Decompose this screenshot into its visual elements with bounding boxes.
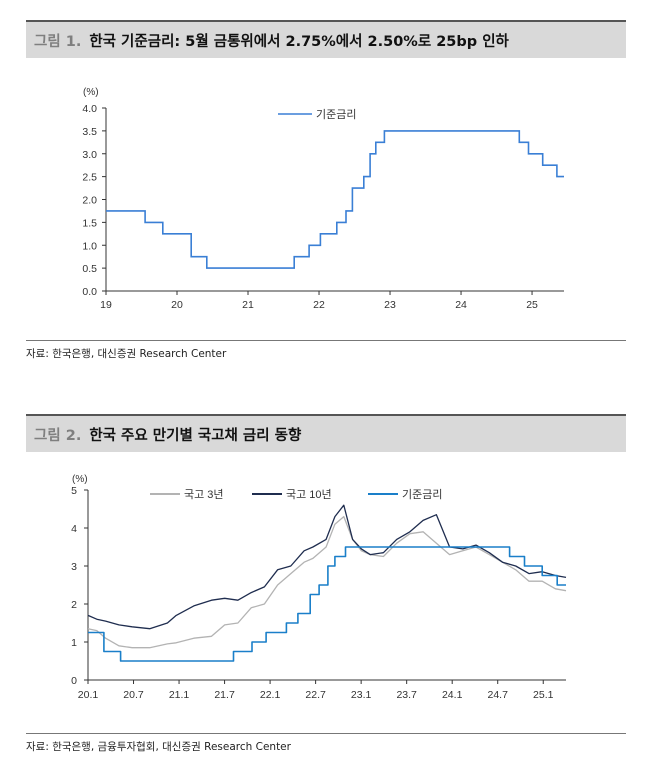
y-tick-label: 2 <box>71 599 77 611</box>
y-unit-label: (%) <box>72 474 88 485</box>
x-tick-label: 21.7 <box>214 689 235 701</box>
y-tick-label: 3 <box>71 561 77 573</box>
x-tick-label: 24.1 <box>442 689 463 701</box>
figure2-source: 자료: 한국은행, 금융투자협회, 대신증권 Research Center <box>26 733 626 757</box>
legend-base-rate-label: 기준금리 <box>316 108 356 121</box>
bond-10y-line <box>87 504 567 630</box>
y-tick-label: 1 <box>71 637 77 649</box>
base-rate-line <box>88 546 566 662</box>
x-tick-label: 20.1 <box>78 689 99 701</box>
y-tick-label: 1.5 <box>82 217 97 229</box>
y-tick-label: 4 <box>71 523 77 535</box>
x-tick-label: 22.7 <box>305 689 326 701</box>
y-tick-label: 0 <box>71 675 77 687</box>
legend-bond-10y-label: 국고 10년 <box>286 488 332 501</box>
x-tick-label: 20.7 <box>123 689 144 701</box>
legend-bond-3y-label: 국고 3년 <box>184 488 224 501</box>
figure1-source: 자료: 한국은행, 대신증권 Research Center <box>26 340 626 360</box>
figure1-title-bar: 그림 1. 한국 기준금리: 5월 금통위에서 2.75%에서 2.50%로 2… <box>26 20 626 58</box>
base-rate-line <box>106 130 564 269</box>
y-tick-label: 1.0 <box>82 240 97 252</box>
figure2-title-bar: 그림 2. 한국 주요 만기별 국고채 금리 동향 <box>26 414 626 452</box>
y-tick-label: 0.5 <box>82 263 97 275</box>
y-tick-label: 4.0 <box>82 103 97 115</box>
x-tick-label: 20 <box>171 299 183 311</box>
x-tick-label: 24 <box>455 299 467 311</box>
y-unit-label: (%) <box>83 87 99 98</box>
x-tick-label: 23 <box>384 299 396 311</box>
x-tick-label: 25.1 <box>533 689 554 701</box>
x-tick-label: 24.7 <box>487 689 508 701</box>
x-tick-label: 25 <box>526 299 538 311</box>
y-tick-label: 0.0 <box>82 286 97 298</box>
figure1-chart: (%) 4.0 3.5 3.0 2.5 2.0 1.5 1.0 0.5 0.019 20 21 22 23… <box>82 87 564 311</box>
x-tick-label: 22.1 <box>260 689 281 701</box>
bond-3y-line <box>87 515 567 649</box>
figure2-number: 그림 2. <box>34 427 82 444</box>
x-tick-label: 22 <box>313 299 325 311</box>
legend-base-rate-label: 기준금리 <box>402 488 442 501</box>
figure1-title: 한국 기준금리: 5월 금통위에서 2.75%에서 2.50%로 25bp 인하 <box>89 33 509 50</box>
x-tick-label: 21.1 <box>169 689 190 701</box>
x-tick-label: 23.1 <box>351 689 372 701</box>
figure2-chart: (%)5 4 3 2 1 020.1 20.7 21.1 21.7 22.1 22.7 23.1 23.… <box>71 474 567 701</box>
figure2-title: 한국 주요 만기별 국고채 금리 동향 <box>89 427 302 444</box>
figure1-number: 그림 1. <box>34 33 82 50</box>
x-tick-label: 23.7 <box>396 689 417 701</box>
y-tick-label: 3.5 <box>82 126 97 138</box>
y-tick-label: 2.0 <box>82 195 97 207</box>
y-tick-label: 3.0 <box>82 149 97 161</box>
y-tick-label: 5 <box>71 485 77 497</box>
x-tick-label: 21 <box>242 299 254 311</box>
x-tick-label: 19 <box>100 299 112 311</box>
y-tick-label: 2.5 <box>82 172 97 184</box>
